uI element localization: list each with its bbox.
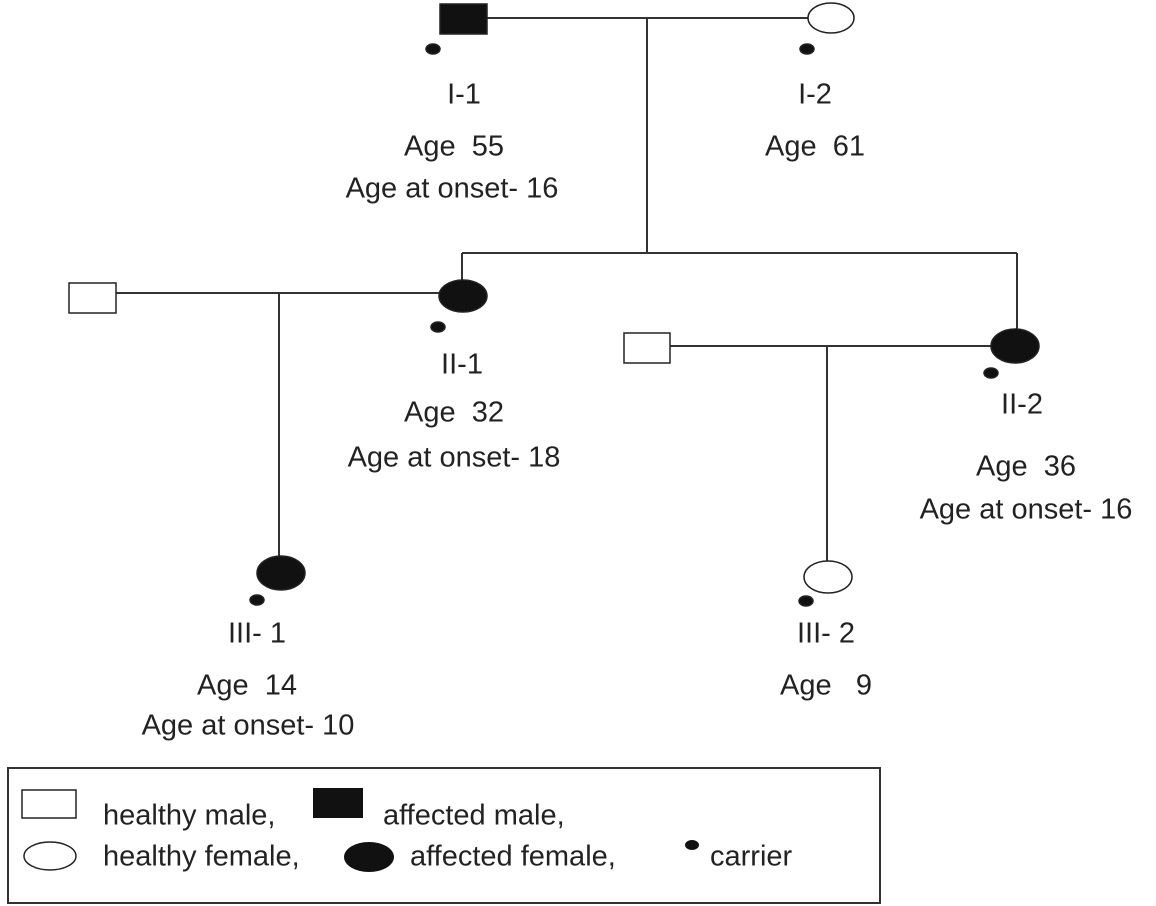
- node-age: Age 14: [197, 670, 297, 702]
- legend: healthy male, affected male, healthy fem…: [7, 767, 881, 904]
- node-id: II-2: [1001, 389, 1043, 421]
- node-id: I-2: [798, 79, 832, 111]
- node-id: I-1: [447, 79, 481, 111]
- node-age: Age 55: [404, 131, 504, 163]
- node-iii-1: III- 1 Age 14 Age at onset- 10: [142, 618, 355, 742]
- node-id: III- 1: [228, 618, 286, 650]
- legend-label: affected female,: [410, 841, 616, 873]
- node-onset: Age at onset- 16: [920, 494, 1133, 526]
- connections: [116, 17, 1018, 561]
- node-ii-1: II-1 Age 32 Age at onset- 18: [348, 349, 561, 474]
- node-age: Age 9: [780, 670, 872, 702]
- node-id: II-1: [441, 349, 483, 381]
- symbols: [68, 2, 1040, 607]
- node-iii-2: III- 2 Age 9: [780, 618, 872, 702]
- legend-label: affected male,: [383, 800, 565, 832]
- node-age: Age 36: [976, 451, 1076, 483]
- node-i-2: I-2 Age 61: [765, 79, 865, 163]
- node-age: Age 32: [404, 397, 504, 429]
- node-ii-2: II-2 Age 36 Age at onset- 16: [920, 389, 1133, 526]
- legend-label: healthy male,: [103, 800, 276, 832]
- node-age: Age 61: [765, 131, 865, 163]
- legend-label: healthy female,: [103, 841, 300, 873]
- node-onset: Age at onset- 18: [348, 442, 561, 474]
- node-i-1: I-1 Age 55 Age at onset- 16: [346, 79, 559, 205]
- node-onset: Age at onset- 10: [142, 710, 355, 742]
- node-id: III- 2: [797, 618, 855, 650]
- node-onset: Age at onset- 16: [346, 173, 559, 205]
- legend-label: carrier: [710, 841, 793, 873]
